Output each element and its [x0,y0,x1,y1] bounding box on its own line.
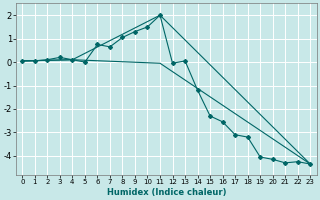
X-axis label: Humidex (Indice chaleur): Humidex (Indice chaleur) [107,188,226,197]
